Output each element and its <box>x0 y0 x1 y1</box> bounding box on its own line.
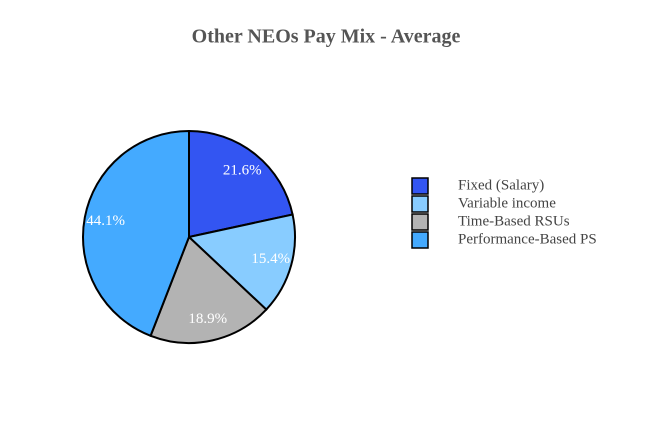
legend-swatch <box>411 213 429 231</box>
pie-slice <box>186 213 296 311</box>
legend-label: Time-Based RSUs <box>458 213 570 229</box>
data-label: 44.1% <box>86 213 125 229</box>
pie-slice <box>188 129 294 239</box>
legend-label: Fixed (Salary) <box>458 177 544 193</box>
data-label: 18.9% <box>188 311 227 327</box>
legend-swatch <box>411 177 429 195</box>
legend-label: Variable income <box>458 195 556 211</box>
data-label: 21.6% <box>223 162 262 178</box>
data-label: 15.4% <box>251 251 290 267</box>
legend-label: Performance-Based PS <box>458 231 597 247</box>
legend-swatch <box>411 195 429 213</box>
chart-title: Other NEOs Pay Mix - Average <box>192 26 461 48</box>
pie-slice <box>82 129 190 338</box>
legend-swatch <box>411 231 429 249</box>
